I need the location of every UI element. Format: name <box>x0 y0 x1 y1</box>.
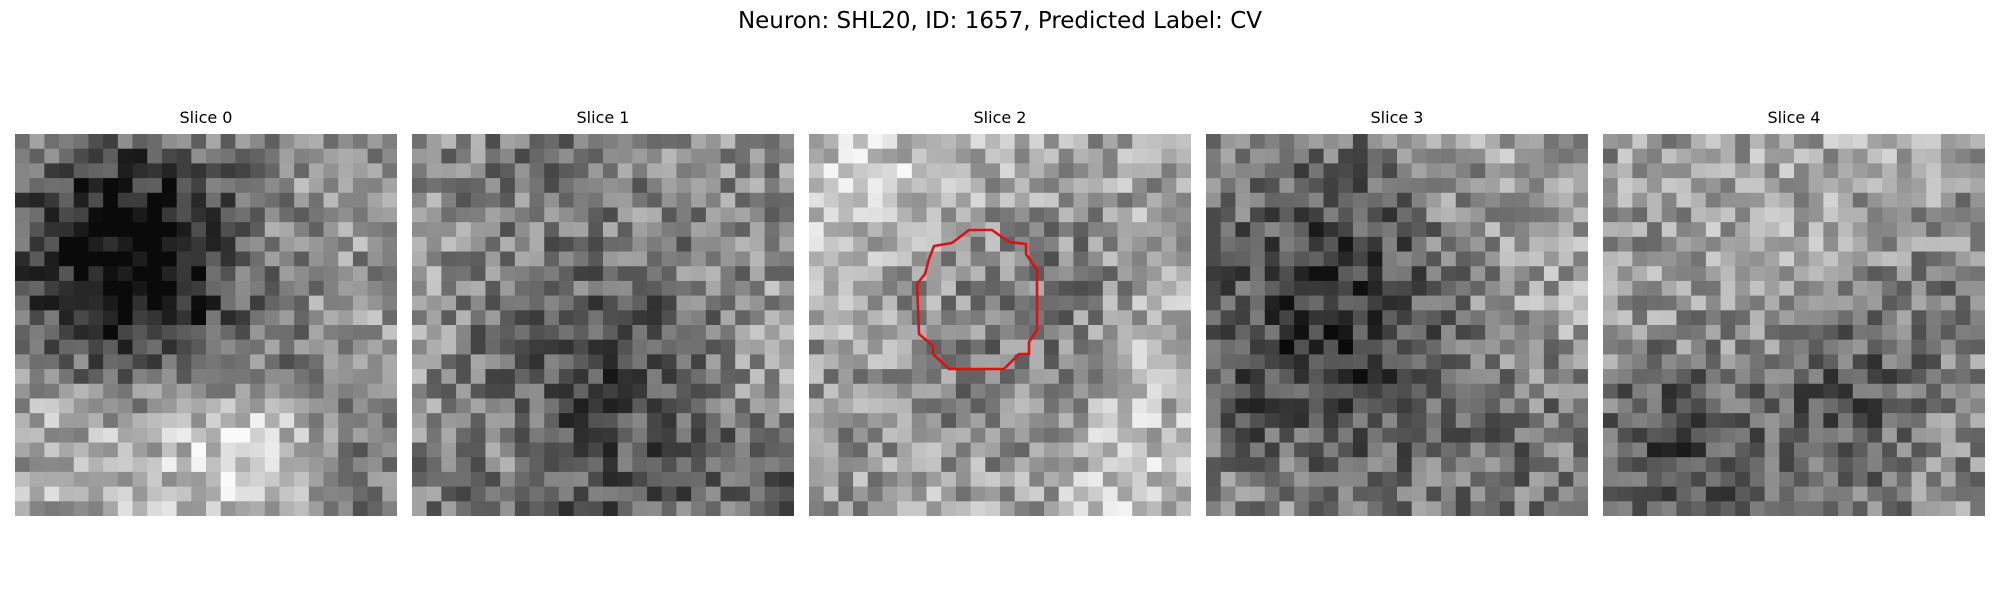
slice-panel-3: Slice 3 <box>1206 108 1588 516</box>
figure-title: Neuron: SHL20, ID: 1657, Predicted Label… <box>0 8 2000 34</box>
slice-image-1 <box>412 134 794 516</box>
slice-image-2 <box>809 134 1191 516</box>
slice-panel-1: Slice 1 <box>412 108 794 516</box>
slice-panel-2: Slice 2 <box>809 108 1191 516</box>
slice-title-4: Slice 4 <box>1603 108 1985 128</box>
pixel-grid <box>15 134 397 516</box>
pixel-grid <box>1206 134 1588 516</box>
pixel-grid <box>412 134 794 516</box>
slice-title-2: Slice 2 <box>809 108 1191 128</box>
slice-panel-0: Slice 0 <box>15 108 397 516</box>
slice-panel-4: Slice 4 <box>1603 108 1985 516</box>
pixel-grid <box>809 134 1191 516</box>
slice-image-svg-3 <box>1206 134 1588 516</box>
pixel-grid <box>1603 134 1985 516</box>
slice-title-1: Slice 1 <box>412 108 794 128</box>
slice-image-3 <box>1206 134 1588 516</box>
slice-title-0: Slice 0 <box>15 108 397 128</box>
slice-image-svg-1 <box>412 134 794 516</box>
slice-image-0 <box>15 134 397 516</box>
slice-image-4 <box>1603 134 1985 516</box>
slice-image-svg-4 <box>1603 134 1985 516</box>
slice-image-svg-0 <box>15 134 397 516</box>
slice-title-3: Slice 3 <box>1206 108 1588 128</box>
slice-image-svg-2 <box>809 134 1191 516</box>
